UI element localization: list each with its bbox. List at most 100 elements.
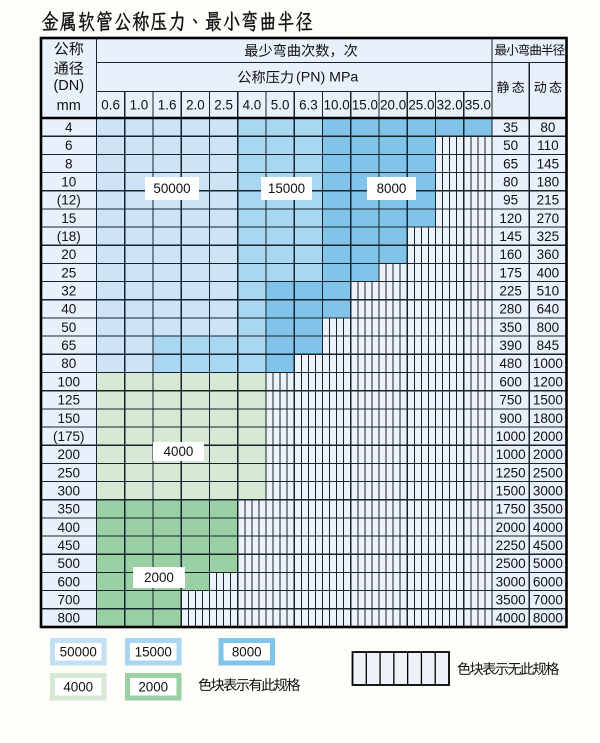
svg-text:(PN) MPa: (PN) MPa	[296, 69, 358, 85]
svg-text:6000: 6000	[533, 574, 563, 589]
svg-text:80: 80	[503, 174, 518, 189]
svg-text:50: 50	[61, 320, 76, 335]
svg-text:15: 15	[61, 211, 76, 226]
svg-text:100: 100	[57, 374, 80, 389]
svg-text:4: 4	[65, 120, 73, 135]
svg-text:640: 640	[537, 302, 560, 317]
svg-text:500: 500	[57, 556, 80, 571]
svg-text:4.0: 4.0	[243, 98, 262, 113]
svg-text:1000: 1000	[533, 356, 563, 371]
svg-text:270: 270	[537, 211, 560, 226]
svg-text:2000: 2000	[138, 680, 168, 695]
svg-text:325: 325	[537, 229, 560, 244]
svg-text:175: 175	[499, 265, 522, 280]
svg-text:(12): (12)	[57, 193, 81, 208]
svg-text:80: 80	[540, 120, 555, 135]
svg-text:(18): (18)	[57, 229, 81, 244]
svg-text:1750: 1750	[496, 502, 526, 517]
svg-text:280: 280	[499, 302, 522, 317]
svg-text:2500: 2500	[496, 556, 526, 571]
svg-text:845: 845	[537, 338, 560, 353]
svg-text:20: 20	[61, 247, 76, 262]
svg-text:2.0: 2.0	[186, 98, 205, 113]
svg-text:600: 600	[499, 374, 522, 389]
svg-text:1800: 1800	[533, 411, 563, 426]
svg-text:10: 10	[61, 174, 76, 189]
svg-text:25.0: 25.0	[408, 98, 434, 113]
svg-text:50: 50	[503, 138, 518, 153]
svg-text:65: 65	[61, 338, 76, 353]
svg-text:15.0: 15.0	[352, 98, 378, 113]
svg-text:350: 350	[499, 320, 522, 335]
svg-text:4000: 4000	[496, 611, 526, 626]
svg-text:225: 225	[499, 284, 522, 299]
svg-text:1200: 1200	[533, 374, 563, 389]
svg-text:0.6: 0.6	[101, 98, 120, 113]
svg-text:215: 215	[537, 193, 560, 208]
svg-text:4500: 4500	[533, 538, 563, 553]
svg-text:2000: 2000	[533, 447, 563, 462]
svg-text:32: 32	[61, 284, 76, 299]
svg-text:35.0: 35.0	[465, 98, 491, 113]
svg-text:25: 25	[61, 265, 76, 280]
svg-text:5.0: 5.0	[271, 98, 290, 113]
svg-text:120: 120	[499, 211, 522, 226]
svg-text:2500: 2500	[533, 465, 563, 480]
svg-text:2000: 2000	[533, 429, 563, 444]
svg-text:600: 600	[57, 574, 80, 589]
svg-text:300: 300	[57, 483, 80, 498]
svg-text:80: 80	[61, 356, 76, 371]
svg-text:3000: 3000	[496, 574, 526, 589]
svg-text:65: 65	[503, 156, 518, 171]
svg-text:2250: 2250	[496, 538, 526, 553]
svg-text:8000: 8000	[377, 181, 407, 196]
svg-text:8000: 8000	[533, 611, 563, 626]
svg-text:(DN): (DN)	[53, 78, 84, 94]
svg-text:1500: 1500	[533, 393, 563, 408]
svg-text:20.0: 20.0	[380, 98, 406, 113]
svg-text:7000: 7000	[533, 593, 563, 608]
svg-text:50000: 50000	[60, 645, 97, 660]
svg-text:8000: 8000	[232, 645, 262, 660]
svg-text:3500: 3500	[533, 502, 563, 517]
svg-text:450: 450	[57, 538, 80, 553]
svg-text:150: 150	[57, 411, 80, 426]
svg-text:15000: 15000	[135, 645, 172, 660]
svg-text:1000: 1000	[496, 429, 526, 444]
svg-text:(175): (175)	[53, 429, 85, 444]
svg-text:6: 6	[65, 138, 73, 153]
svg-text:400: 400	[537, 265, 560, 280]
svg-text:800: 800	[537, 320, 560, 335]
svg-text:35: 35	[503, 120, 518, 135]
svg-text:400: 400	[57, 520, 80, 535]
svg-text:mm: mm	[57, 98, 81, 114]
svg-text:2000: 2000	[496, 520, 526, 535]
svg-text:5000: 5000	[533, 556, 563, 571]
svg-text:1.0: 1.0	[130, 98, 149, 113]
svg-text:1000: 1000	[496, 447, 526, 462]
svg-text:10.0: 10.0	[324, 98, 350, 113]
svg-text:480: 480	[499, 356, 522, 371]
svg-text:145: 145	[499, 229, 522, 244]
svg-text:3000: 3000	[533, 483, 563, 498]
svg-text:50000: 50000	[153, 181, 190, 196]
svg-text:3500: 3500	[496, 593, 526, 608]
svg-text:40: 40	[61, 302, 76, 317]
svg-text:1500: 1500	[496, 483, 526, 498]
svg-text:145: 145	[537, 156, 560, 171]
svg-text:8: 8	[65, 156, 73, 171]
svg-text:800: 800	[57, 611, 80, 626]
svg-text:350: 350	[57, 502, 80, 517]
svg-text:2000: 2000	[144, 570, 174, 585]
svg-text:200: 200	[57, 447, 80, 462]
svg-text:1250: 1250	[496, 465, 526, 480]
svg-text:110: 110	[537, 138, 559, 153]
svg-text:125: 125	[57, 393, 80, 408]
svg-text:95: 95	[503, 193, 518, 208]
svg-text:360: 360	[537, 247, 560, 262]
svg-text:750: 750	[499, 393, 522, 408]
svg-text:4000: 4000	[533, 520, 563, 535]
svg-text:390: 390	[499, 338, 522, 353]
svg-text:6.3: 6.3	[299, 98, 318, 113]
svg-text:160: 160	[499, 247, 522, 262]
